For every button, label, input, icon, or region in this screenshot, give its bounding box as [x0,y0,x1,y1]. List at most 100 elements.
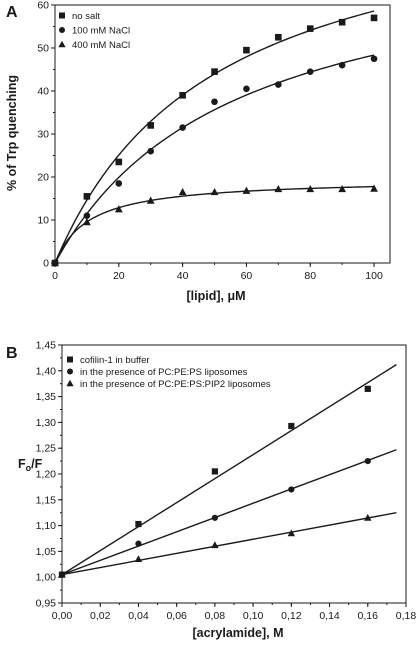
panel-a-series-1-point [211,98,218,106]
panel-b-fit-line-2 [61,512,397,576]
panel-b-legend-label-0: cofilin-1 in buffer [80,355,150,366]
panel-a-legend-label-0: no salt [72,11,100,22]
panel-b-series-2-point [364,513,372,521]
panel-a-series-0-point [211,68,218,75]
panel-b-series-1-point [211,514,218,521]
panel-a-series-1-point [179,124,186,131]
panel-a-series-0-point [306,25,314,32]
panel-a-x-tick-label: 40 [177,270,189,282]
panel-a-series-0-point [243,46,250,54]
panel-a-series-1-point [115,180,123,187]
panel-b-x-tick-label: 0,02 [90,610,111,622]
panel-a-x-axis-label: [lipid], μM [186,289,245,303]
panel-a-legend-marker-1 [59,27,65,33]
panel-b-series-1-point [135,540,142,547]
panel-a-series-1-point [243,85,250,93]
panel-b-series-1-point [364,458,371,465]
panel-b-y-tick-label: 1,35 [36,391,57,403]
panel-a-legend-marker-0 [59,12,65,19]
panel-a-y-tick-label: 60 [37,0,49,12]
panel-b-y-tick-label: 1,00 [36,572,57,584]
panel-a-y-tick-label: 30 [37,129,49,141]
panel-a-series-0-point [370,14,378,22]
panel-b-y-tick-label: 1,45 [36,340,57,352]
panel-a-series-1-point [147,147,155,155]
panel-a-series-1-point [306,68,314,75]
panel-a-series-0-point [179,92,186,99]
panel-b-y-tick-label: 1,10 [36,520,57,532]
panel-a-series-2-point [114,205,123,213]
panel-b-x-tick-label: 0,14 [319,610,340,622]
panel-a-series-0-point [338,18,346,26]
panel-b-x-tick-label: 0,16 [358,610,379,622]
panel-b-y-tick-label: 1,20 [36,469,57,481]
panel-b-series-1-point [288,486,295,493]
panel-a-series-1-point [275,81,282,88]
panel-a-series-2-point [210,187,219,196]
panel-a-legend-label-2: 400 mM NaCl [72,40,130,51]
panel-a-legend-label-1: 100 mM NaCl [72,26,130,37]
panel-a-series-1-point [370,55,378,63]
panel-b-y-tick-label: 0,95 [36,598,57,610]
panel-a-y-tick-label: 20 [37,172,49,184]
panel-a-series-2-point [51,258,59,267]
panel-b-fit-line-1 [61,449,397,576]
panel-a-series-2-point [146,196,155,204]
panel-b-x-axis-label: [acrylamide], M [192,626,283,640]
panel-b-series-2-point [211,541,219,549]
panel-b-fit-line-0 [61,364,397,576]
panel-b-series-0-point [211,468,218,475]
panel-a-y-tick-label: 0 [43,258,49,270]
panel-b-y-tick-label: 1,25 [36,443,57,455]
panel-b-legend-label-2: in the presence of PC:PE:PS:PIP2 liposom… [80,379,271,390]
panel-a-x-tick-label: 100 [365,270,383,282]
panel-a-series-2-point [306,184,315,193]
panel-b-x-tick-label: 0,18 [396,610,417,622]
panel-a-x-tick-label: 20 [113,270,125,282]
panel-b-series-0-point [135,520,142,528]
panel-b-x-tick-label: 0,04 [128,610,149,622]
panel-b-x-tick-label: 0,00 [52,610,73,622]
panel-a-series-2-point [338,184,347,193]
panel-b-x-tick-label: 0,06 [166,610,187,622]
panel-b-y-axis-label: Fo/F [18,457,43,473]
panel-a-series-2-point [242,186,251,194]
panel-a-fit-line-2 [54,185,375,264]
panel-b-series-2-point [134,555,143,563]
panel-b-legend-marker-0 [67,356,73,363]
panel-a-series-0-point [83,193,91,200]
panel-a-series-2-point [178,187,187,196]
panel-b-series-2-point [287,529,296,537]
panel-a-series-1-point [83,212,91,219]
panel-b-x-tick-label: 0,10 [243,610,264,622]
panel-b-legend-label-1: in the presence of PC:PE:PS liposomes [80,367,248,378]
panel-b-series-0-point [364,385,371,392]
panel-b-legend-marker-1 [67,368,73,375]
panel-b-y-tick-label: 1,40 [36,365,57,377]
panel-a-x-tick-label: 60 [241,270,253,282]
panel-a-y-tick-label: 40 [37,86,49,98]
panel-a-x-tick-label: 80 [304,270,316,282]
panel-a-series-0-point [147,122,155,129]
panel-b-plot: 0,00 0,02 0,04 0,06 0,08 0,10 0,12 0,14 0,16 0,18… [36,340,417,623]
panel-a-series-0-point [115,158,123,166]
panel-a-series-2-point [370,184,378,192]
panel-b-y-tick-label: 1,05 [36,546,57,558]
panel-a-series-0-point [275,33,282,41]
panel-a-plot: 0 20 40 60 80 100 0 10 20 30 40 50 60 no salt 100 mM N… [37,0,391,282]
panel-b-x-tick-label: 0,08 [205,610,226,622]
panel-a-series-2-point [274,184,283,193]
panel-b-y-tick-label: 1,15 [36,494,57,506]
panel-a-series-1-point [338,61,346,69]
panel-b-legend-marker-2 [66,379,74,387]
panel-b-x-tick-label: 0,12 [281,610,302,622]
panel-a-series-2-point [83,218,91,226]
panel-a-letter: A [6,4,18,21]
panel-a-y-axis-label: % of Trp quenching [5,75,19,191]
panel-b-series-2-point [58,570,66,578]
panel-a-y-tick-label: 10 [37,215,49,227]
panel-a-x-tick-label: 0 [52,270,58,282]
panel-b-letter: B [6,345,18,362]
panel-a-y-tick-label: 50 [37,43,49,55]
